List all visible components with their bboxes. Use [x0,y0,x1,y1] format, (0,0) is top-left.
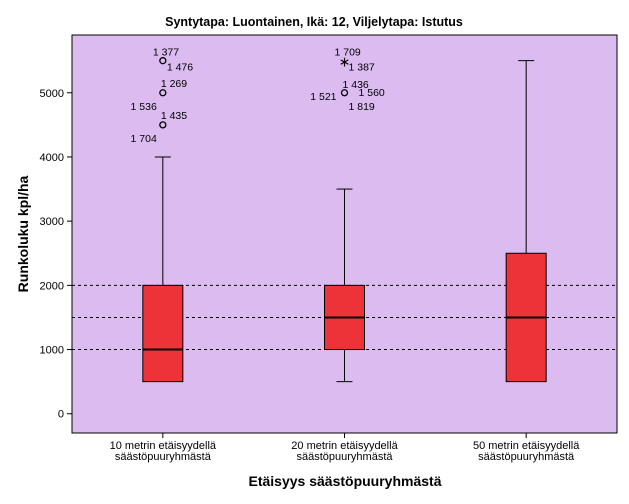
y-tick-label: 3000 [40,216,64,228]
x-tick-label: säästöpuuryhmästä [478,451,575,463]
outlier-label: 1 536 [131,101,157,113]
y-tick-label: 0 [58,409,64,421]
y-tick-label: 1000 [40,345,64,357]
y-tick-label: 2000 [40,280,64,292]
chart-title: Syntytapa: Luontainen, Ikä: 12, Viljelyt… [165,15,463,29]
x-tick-label: säästöpuuryhmästä [297,451,394,463]
outlier-label: 1 560 [359,87,385,99]
x-tick-label: 20 metrin etäisyydellä [291,440,398,452]
outlier-label: 1 377 [153,47,179,59]
y-axis-title: Runkoluku kpl/ha [15,175,31,292]
outlier-label: 1 521 [310,91,336,103]
outlier-circle [159,89,167,97]
outlier-circle [159,121,167,129]
outlier-label: 1 436 [343,79,369,91]
x-axis-title: Etäisyys säästöpuuryhmästä [249,473,442,489]
outlier-label: 1 269 [161,78,187,90]
x-tick-label: säästöpuuryhmästä [115,451,212,463]
outlier-circle [340,89,349,97]
outlier-circle [159,57,167,65]
x-tick-label: 50 metrin etäisyydellä [473,440,580,452]
outlier-label: 1 819 [349,101,375,113]
outlier-star: ∗ [339,55,351,71]
box-group: ∗1 709 1 387 1 436 1 521 1 560 1 819 [310,47,385,383]
y-tick-label: 5000 [40,88,64,100]
box-group [505,60,547,383]
outlier-label: 1 387 [349,62,375,74]
outlier-label: 1 704 [131,133,157,145]
box-group: 1 377 1 476 1 269 1 536 1 435 1 704 [131,47,193,383]
outlier-label: 1 476 [167,62,193,74]
outlier-label: 1 435 [161,110,187,122]
box [142,284,184,383]
y-tick-label: 4000 [40,152,64,164]
x-tick-label: 10 metrin etäisyydellä [110,440,217,452]
outlier-label: 1 709 [335,47,361,59]
